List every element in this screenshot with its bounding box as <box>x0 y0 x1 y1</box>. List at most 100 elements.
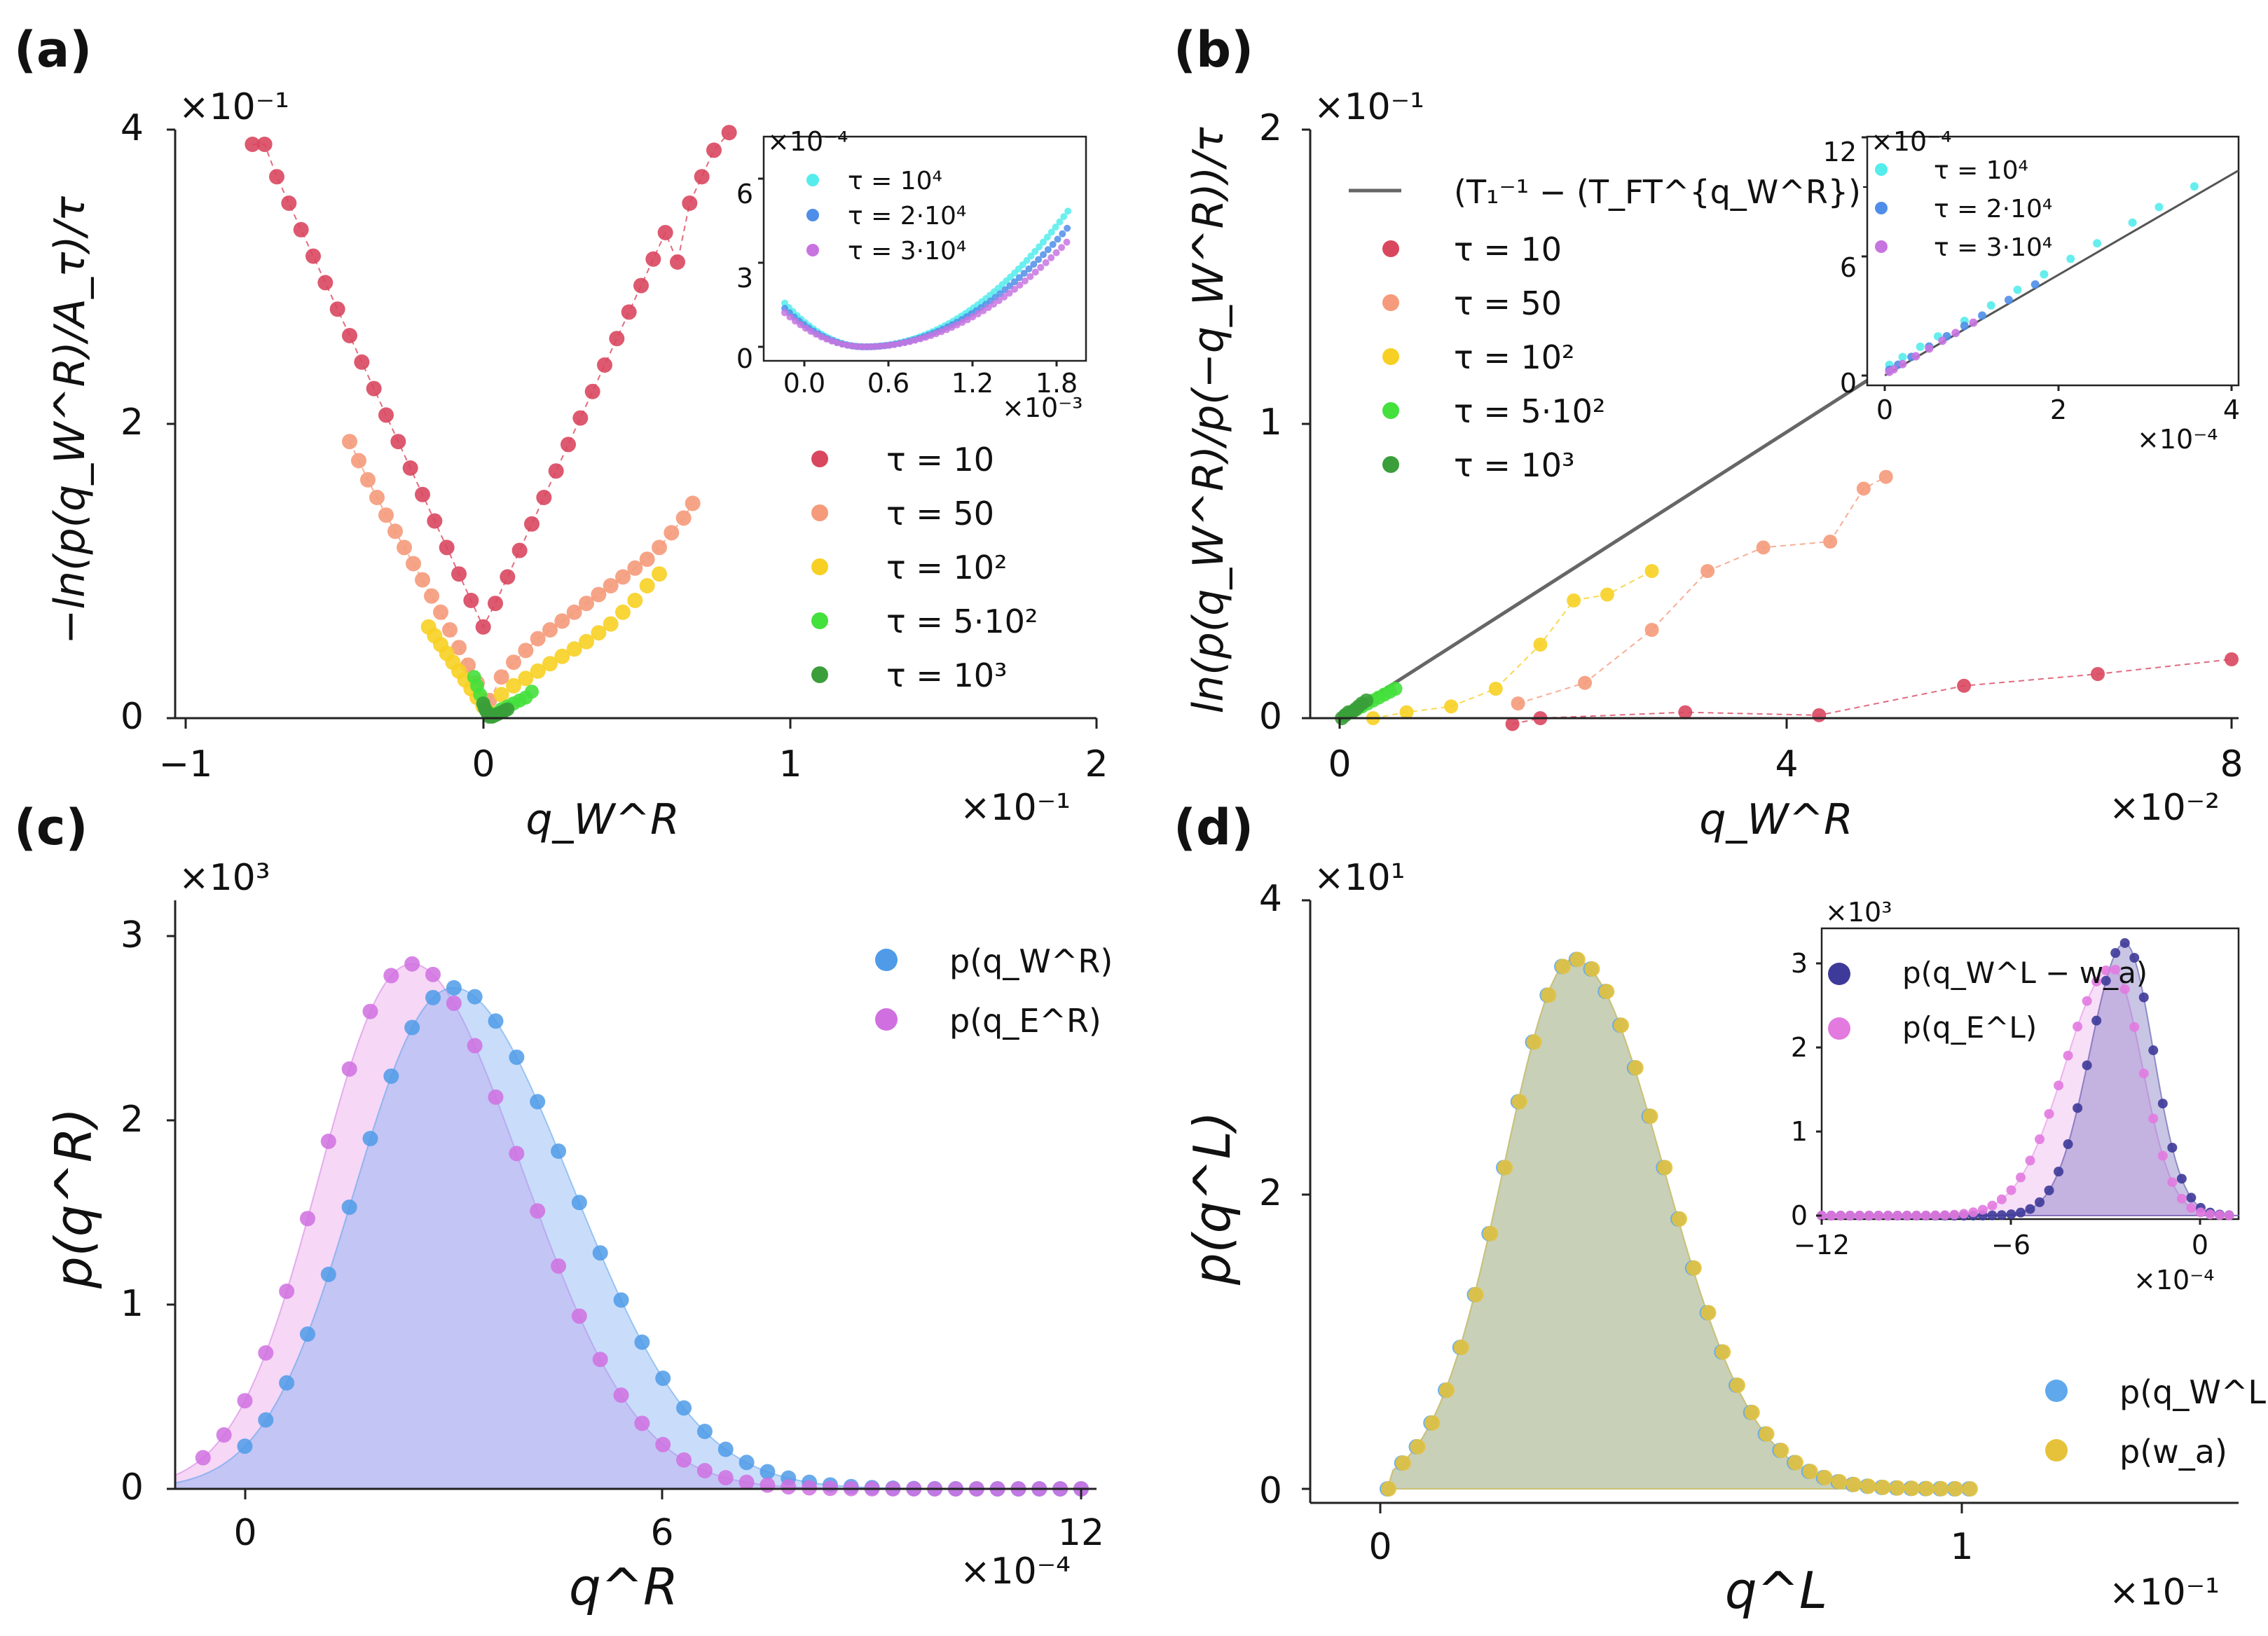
panel-d-inset-series-0-point <box>2186 1192 2197 1203</box>
panel-a-inset-ytick-6: 6 <box>736 179 753 209</box>
panel-c-x-scale: ×10⁻⁴ <box>960 1551 1071 1593</box>
panel-c-xtick-12: 12 <box>1058 1512 1104 1554</box>
panel-a-series-1-point <box>603 578 619 593</box>
panel-a-series-0-point <box>706 142 722 158</box>
panel-d-inset-series-1-point <box>2205 1209 2215 1220</box>
panel-c-series-1-point <box>258 1345 274 1361</box>
panel-d-legend-marker-1 <box>2045 1380 2068 1402</box>
panel-b-ylabel: ln(p(q_W^R)/p(−q_W^R))/τ <box>1184 127 1233 714</box>
panel-b-inset-series-0-point <box>2013 285 2022 294</box>
panel-b-series-1-point <box>1756 540 1771 555</box>
panel-d-series-1-point <box>1584 961 1600 977</box>
panel-d-inset-series-0-point <box>2148 1045 2159 1056</box>
panel-a-inset-series-2-point <box>802 324 809 332</box>
panel-a-series-2-point <box>530 663 546 679</box>
panel-c-legend-marker-2 <box>875 1008 898 1031</box>
panel-a-series-1-point <box>397 539 412 556</box>
panel-b-legend-label-4: τ = 5·10² <box>1454 392 1605 430</box>
panel-a-inset-series-2-point <box>1052 249 1060 256</box>
panel-d-inset-series-1-point <box>2224 1210 2234 1221</box>
panel-b-legend-marker-2 <box>1382 294 1399 311</box>
panel-c-series-1-point <box>279 1283 295 1299</box>
panel-a-inset-series-2-point <box>1016 282 1024 289</box>
panel-a-series-0-point <box>621 304 637 320</box>
panel-d-inset-series-0-point <box>2025 1204 2035 1214</box>
panel-b-inset-series-0-point <box>1916 342 1925 351</box>
panel-d-legend: p(q_W^L) p(w_a) <box>2045 1373 2268 1471</box>
panel-c-legend-label-1: p(q_W^R) <box>949 942 1113 980</box>
panel-d-inset-series-0-point <box>2082 1060 2092 1071</box>
panel-a-series-2-point <box>506 678 521 694</box>
panel-c-series-1-point <box>425 966 441 982</box>
panel-d-series-1-point <box>1410 1438 1426 1455</box>
panel-d-inset-legend-label-1: p(q_W^L − w_a) <box>1902 956 2147 990</box>
panel-d-inset-series-1-point <box>2157 1150 2168 1161</box>
panel-b-legend-marker-3 <box>1382 348 1399 365</box>
panel-b-inset-series-0-point <box>2128 218 2137 227</box>
panel-d-plot <box>1380 951 1978 1497</box>
panel-a-series-0-point <box>633 277 649 294</box>
panel-d-ytick-2: 2 <box>1259 1172 1282 1214</box>
panel-a-inset-series-2-point <box>990 301 998 308</box>
panel-d-series-1-point <box>1846 1476 1862 1492</box>
panel-c-series-1-point <box>488 1089 504 1105</box>
panel-d-series-1-point <box>1700 1305 1717 1321</box>
panel-c-series-1-point <box>320 1133 336 1149</box>
panel-c: 0 1 2 3 0 6 12 ×10³ ×10⁻⁴ q^R p(q^R) p(q… <box>44 857 1113 1616</box>
panel-a-inset-series-2-point <box>1047 254 1055 261</box>
panel-d-inset-series-1-point <box>1864 1210 1874 1221</box>
panel-c-series-1-point <box>571 1308 587 1324</box>
panel-a-series-0-point <box>536 490 552 505</box>
panel-c-series-0-point <box>237 1438 253 1455</box>
panel-a-series-1-point <box>342 434 357 450</box>
panel-d-series-1-point <box>1614 1017 1629 1033</box>
panel-d-xtick-1: 1 <box>1950 1526 1973 1568</box>
panel-b-legend-marker-1 <box>1382 240 1399 257</box>
panel-a-legend-label-4: τ = 5·10² <box>886 603 1038 640</box>
panel-a-inset-series-2-point <box>1021 277 1029 284</box>
panel-d-series-1-point <box>1657 1160 1673 1176</box>
panel-a-inset-series-2-point <box>896 340 903 348</box>
panel-a-inset-series-0-point <box>1040 238 1047 246</box>
panel-d-inset-series-1-point <box>1902 1210 1912 1221</box>
panel-a-series-0-point <box>366 380 382 397</box>
panel-a-inset-series-0-point <box>1060 213 1068 221</box>
panel-d-series-1-point <box>1730 1377 1745 1394</box>
panel-c-series-1-point <box>383 968 399 984</box>
panel-d-inset-series-0-point <box>2110 948 2121 958</box>
panel-d-inset-series-0-point <box>2167 1142 2178 1153</box>
panel-c-series-1-point <box>802 1480 818 1496</box>
panel-b-y-scale: ×10⁻¹ <box>1314 86 1424 128</box>
panel-d-series-1-point <box>1948 1480 1964 1497</box>
panel-d-inset-series-0-point <box>2063 1139 2073 1150</box>
panel-c-series-0-point <box>320 1266 336 1282</box>
panel-b-inset-plot <box>1862 136 2239 391</box>
panel-label-c: (c) <box>14 799 88 856</box>
panel-d-series-1-point <box>1875 1479 1891 1495</box>
panel-a-series-0-point <box>500 569 516 585</box>
panel-d-inset-series-1-point <box>1892 1210 1903 1221</box>
panel-b-xlabel: q_W^R <box>1699 795 1853 844</box>
panel-b-inset-series-1-point <box>2004 296 2013 305</box>
panel-c-series-1-point <box>592 1352 608 1368</box>
panel-a-series-2-point <box>566 641 582 657</box>
panel-c-series-1-point <box>781 1479 797 1495</box>
panel-a-series-2-point <box>591 625 607 641</box>
panel-c-series-0-point <box>258 1412 274 1428</box>
panel-d-series-1-point <box>1541 987 1557 1003</box>
panel-c-series-0-point <box>592 1245 608 1261</box>
panel-c-series-0-point <box>362 1130 378 1146</box>
panel-d-inset-series-1-point <box>1996 1194 2007 1204</box>
panel-a-inset-series-2-point <box>818 333 825 341</box>
panel-a-series-0-point <box>390 434 406 450</box>
panel-a-y-scale: ×10⁻¹ <box>179 86 289 128</box>
panel-a-inset-series-0-point <box>781 299 788 307</box>
panel-c-series-1-point <box>655 1436 671 1452</box>
panel-c-series-1-point <box>634 1415 650 1431</box>
panel-a-series-0-point <box>329 301 345 317</box>
panel-b-series-2-point <box>1533 638 1548 652</box>
panel-a-series-1-point <box>442 622 458 638</box>
panel-d-inset-series-0-point <box>2119 937 2130 948</box>
panel-d-inset-series-1-point <box>1930 1210 1941 1221</box>
panel-b-series-2-point <box>1444 699 1459 714</box>
